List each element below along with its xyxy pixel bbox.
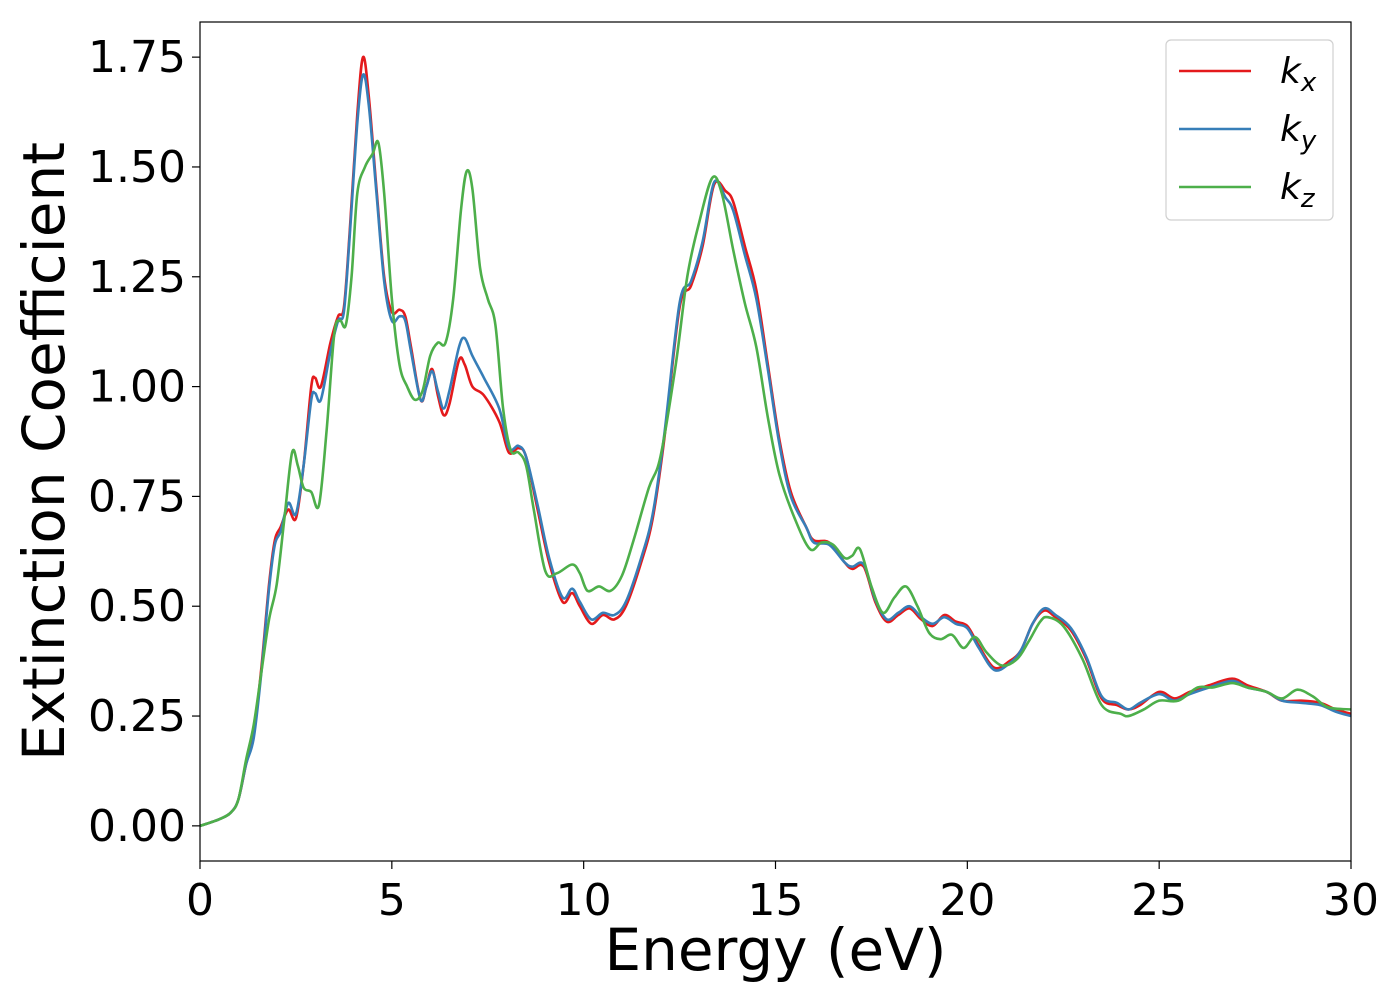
legend-label-y: ky (1280, 109, 1317, 156)
y-axis-ticks: 0.00 0.25 0.50 0.75 1.00 1.25 1.50 1.75 (88, 32, 200, 852)
x-tick-label: 20 (939, 875, 995, 926)
y-tick-label: 1.00 (88, 362, 186, 413)
y-tick-label: 1.25 (88, 252, 186, 303)
x-tick-label: 30 (1323, 875, 1379, 926)
legend-label-z: kz (1280, 167, 1316, 214)
series-line-z (199, 139, 1352, 828)
y-axis-title: Extinction Coefficient (10, 142, 78, 761)
y-tick-label: 0.00 (88, 801, 186, 852)
y-tick-label: 1.75 (88, 32, 186, 83)
y-tick-label: 0.25 (88, 691, 186, 742)
x-tick-label: 15 (748, 875, 804, 926)
series-lines (199, 55, 1352, 828)
legend: kx ky kz (1165, 39, 1334, 221)
y-tick-label: 1.50 (88, 142, 186, 193)
x-tick-label: 0 (186, 875, 214, 926)
y-tick-label: 0.50 (88, 581, 186, 632)
legend-label-x: kx (1280, 51, 1317, 98)
y-tick-label: 0.75 (88, 471, 186, 522)
series-line-y (199, 73, 1352, 828)
x-tick-label: 25 (1131, 875, 1187, 926)
x-axis-ticks: 0 5 10 15 20 25 30 (186, 861, 1379, 926)
series-line-x (199, 55, 1352, 828)
x-axis-title: Energy (eV) (604, 916, 946, 984)
x-tick-label: 5 (378, 875, 406, 926)
x-tick-label: 10 (556, 875, 612, 926)
